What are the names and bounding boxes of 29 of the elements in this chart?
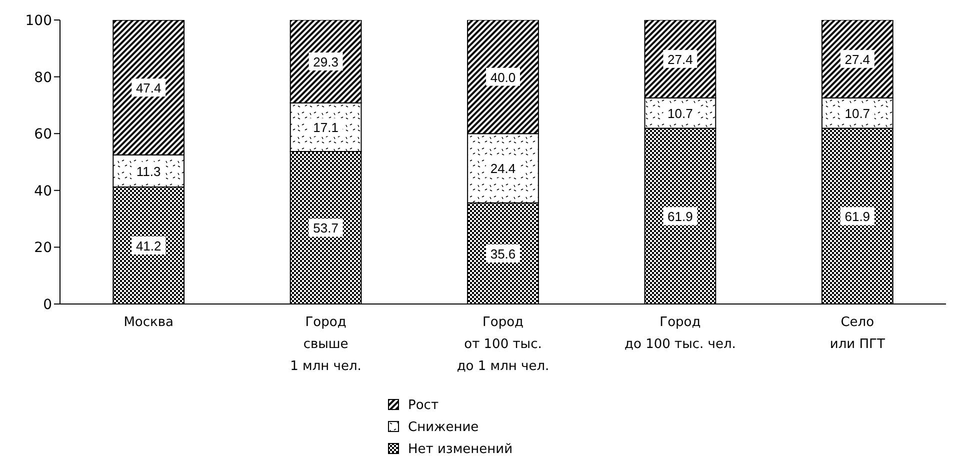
y-tick-label: 100 [25,12,52,29]
data-label: 61.9 [668,209,693,224]
data-label: 10.7 [668,106,693,122]
data-label: 24.4 [490,161,516,176]
data-label: 47.4 [136,80,162,96]
data-label: 40.0 [490,70,516,85]
data-label: 29.3 [313,54,338,70]
x-tick-label: Город до 100 тыс. чел. [624,315,736,352]
data-label: 17.1 [313,120,338,136]
y-tick-label: 60 [34,126,52,143]
data-label: 61.9 [844,209,870,224]
y-tick-label: 0 [43,296,52,313]
legend-label: Нет изменений [408,442,513,456]
y-tick-label: 20 [34,240,52,256]
legend-label: Рост [408,398,439,412]
data-label: 41.2 [136,238,162,254]
data-label: 27.4 [668,52,693,67]
x-tick-label: Город от 100 тыс. до 1 млн чел. [456,315,550,374]
data-label: 27.4 [844,52,870,67]
data-label: 53.7 [313,220,338,236]
x-tick-label: Город свыше 1 млн чел. [290,315,362,374]
legend-label: Снижение [408,420,479,434]
y-tick-label: 80 [34,70,52,86]
x-tick-label: Москва [124,315,174,330]
data-label: 11.3 [136,164,161,179]
data-label: 35.6 [490,246,516,262]
y-tick-label: 40 [34,183,52,200]
x-tick-label: Село или ПГТ [830,315,885,352]
data-label: 10.7 [844,106,870,122]
